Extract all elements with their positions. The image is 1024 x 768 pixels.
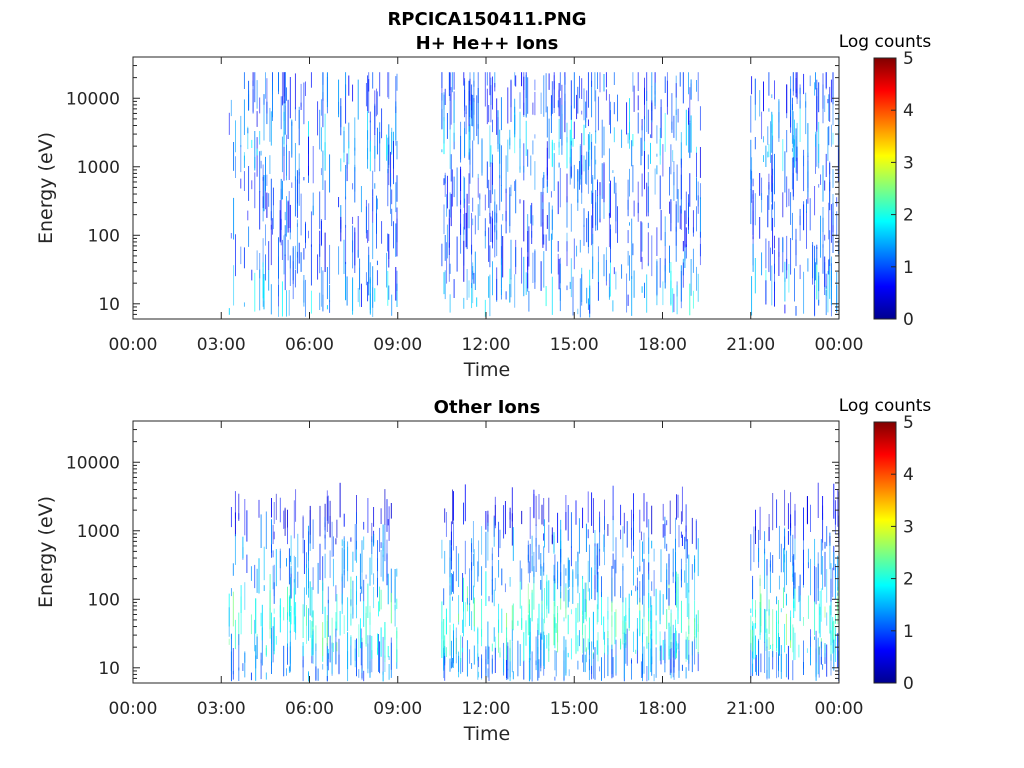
colorbar-ticks: 0 1 2 3 4 5	[891, 49, 914, 330]
x-tick-label: 00:00	[815, 699, 864, 719]
colorbar-label: Log counts	[839, 396, 932, 416]
y-tick-label: 10000	[66, 453, 120, 473]
colorbar-tick-label: 0	[903, 674, 914, 694]
x-tick-label: 09:00	[373, 335, 422, 355]
y-tick-label: 1000	[77, 522, 120, 542]
x-tick-label: 18:00	[638, 699, 687, 719]
colorbar-tick-label: 2	[903, 206, 914, 226]
colorbar-tick-label: 1	[903, 622, 914, 642]
y-tick-label: 100	[88, 590, 120, 610]
x-tick-label: 12:00	[462, 335, 511, 355]
x-tick-label: 18:00	[638, 335, 687, 355]
y-tick-label: 1000	[77, 158, 120, 178]
x-axis-label: Time	[463, 723, 511, 745]
y-tick-label: 100	[88, 226, 120, 246]
spectrogram-other-ions	[228, 482, 840, 682]
x-tick-label: 21:00	[726, 699, 775, 719]
y-tick-label: 10	[98, 659, 120, 679]
y-tick-label: 10000	[66, 89, 120, 109]
axes-h-he-ions: 00:00 03:00 06:00 09:00 12:00 15:00 18:00 21:00…	[66, 56, 864, 355]
panel-other-ions: Other Ions 00:00 03:00 06:00 09:00 12:00 15:0…	[35, 396, 931, 745]
colorbar-tick-label: 1	[903, 258, 914, 278]
figure-title: RPCICA150411.PNG	[387, 9, 586, 30]
x-tick-label: 06:00	[285, 335, 334, 355]
colorbar-label: Log counts	[839, 32, 932, 52]
spectrogram-h-he-ions	[228, 72, 839, 318]
x-tick-label: 03:00	[197, 699, 246, 719]
panel-h-he-ions: H+ He++ Ions 00:00 03:00 06:00 09:00 12:00 15…	[35, 32, 931, 381]
x-tick-label: 15:00	[550, 699, 599, 719]
colorbar-tick-label: 4	[903, 101, 914, 121]
colorbar	[873, 57, 897, 320]
x-tick-label: 00:00	[109, 335, 158, 355]
colorbar-tick-label: 0	[903, 310, 914, 330]
x-tick-label: 15:00	[550, 335, 599, 355]
y-axis-label: Energy (eV)	[35, 132, 57, 244]
colorbar-tick-label: 3	[903, 153, 914, 173]
colorbar-tick-label: 5	[903, 49, 914, 69]
colorbar	[873, 421, 897, 684]
colorbar-tick-label: 4	[903, 465, 914, 485]
x-tick-label: 00:00	[109, 699, 158, 719]
x-tick-label: 12:00	[462, 699, 511, 719]
axes-other-ions: 00:00 03:00 06:00 09:00 12:00 15:00 18:00 21:00…	[66, 420, 864, 719]
colorbar-tick-label: 3	[903, 517, 914, 537]
x-axis-label: Time	[463, 359, 511, 381]
y-axis-label: Energy (eV)	[35, 496, 57, 608]
panel-title-other-ions: Other Ions	[434, 397, 541, 418]
x-tick-label: 00:00	[815, 335, 864, 355]
x-tick-label: 03:00	[197, 335, 246, 355]
colorbar-ticks: 0 1 2 3 4 5	[891, 413, 914, 694]
panel-title-h-he-ions: H+ He++ Ions	[416, 33, 559, 54]
x-tick-label: 06:00	[285, 699, 334, 719]
y-tick-label: 10	[98, 295, 120, 315]
plot-frame	[132, 56, 840, 320]
colorbar-tick-label: 5	[903, 413, 914, 433]
x-tick-label: 09:00	[373, 699, 422, 719]
x-tick-label: 21:00	[726, 335, 775, 355]
colorbar-tick-label: 2	[903, 570, 914, 590]
